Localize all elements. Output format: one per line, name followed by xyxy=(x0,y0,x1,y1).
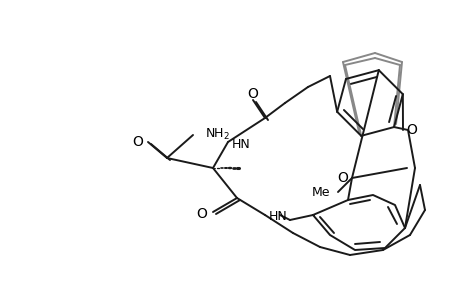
Text: O: O xyxy=(132,135,143,149)
Text: Me: Me xyxy=(311,185,329,199)
Text: O: O xyxy=(196,207,207,221)
Text: O: O xyxy=(336,171,347,185)
Text: O: O xyxy=(406,123,416,137)
Text: HN: HN xyxy=(269,211,287,224)
Text: O: O xyxy=(247,87,258,101)
Text: HN: HN xyxy=(231,137,250,151)
Text: NH$_2$: NH$_2$ xyxy=(205,127,230,142)
